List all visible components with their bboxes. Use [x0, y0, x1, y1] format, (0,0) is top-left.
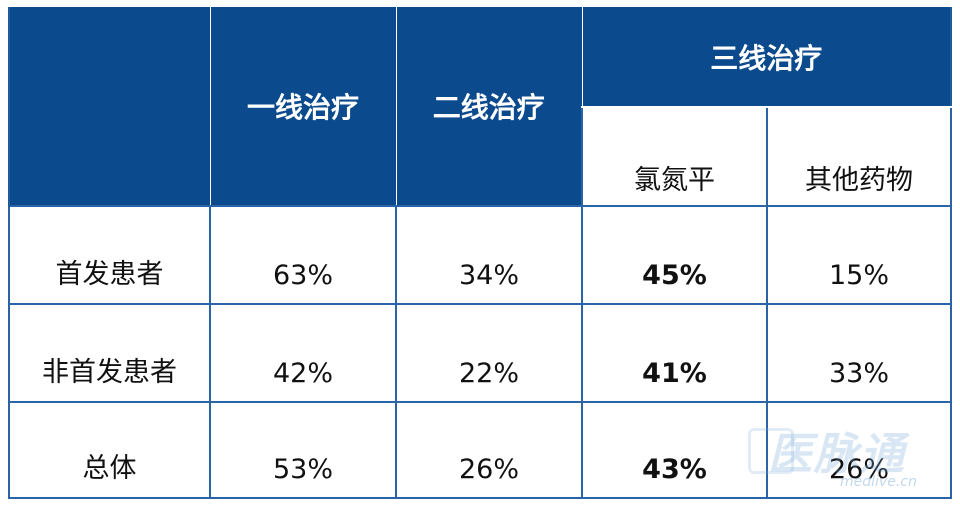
table-cell: 34%: [395, 205, 583, 305]
header-second-line: 二线治疗: [395, 7, 583, 206]
row-label: 首发患者: [8, 205, 211, 305]
header-first-line: 一线治疗: [209, 7, 397, 206]
header-sub-clozapine: 氯氮平: [581, 106, 768, 207]
table-cell: 42%: [209, 303, 397, 403]
data-table: 一线治疗 二线治疗 三线治疗 氯氮平 其他药物 首发患者 63% 34% 45%…: [8, 7, 953, 499]
table-cell: 22%: [395, 303, 583, 403]
row-label: 非首发患者: [8, 303, 211, 403]
table-cell: 26%: [765, 401, 953, 499]
header-corner-cell: [8, 7, 211, 206]
table-cell: 33%: [765, 303, 953, 403]
table-cell: 26%: [395, 401, 583, 499]
header-sub-other-drugs: 其他药物: [765, 106, 953, 207]
table-row: 非首发患者 42% 22% 41% 33%: [8, 303, 953, 403]
row-label: 总体: [8, 401, 211, 499]
table-cell: 15%: [765, 205, 953, 305]
table-cell-clozapine: 41%: [581, 303, 768, 403]
table-cell-clozapine: 43%: [581, 401, 768, 499]
header-third-line: 三线治疗: [581, 7, 953, 108]
table-cell-clozapine: 45%: [581, 205, 768, 305]
table-row: 总体 53% 26% 43% 26%: [8, 401, 953, 499]
table-cell: 53%: [209, 401, 397, 499]
table-cell: 63%: [209, 205, 397, 305]
table-row: 首发患者 63% 34% 45% 15%: [8, 205, 953, 305]
